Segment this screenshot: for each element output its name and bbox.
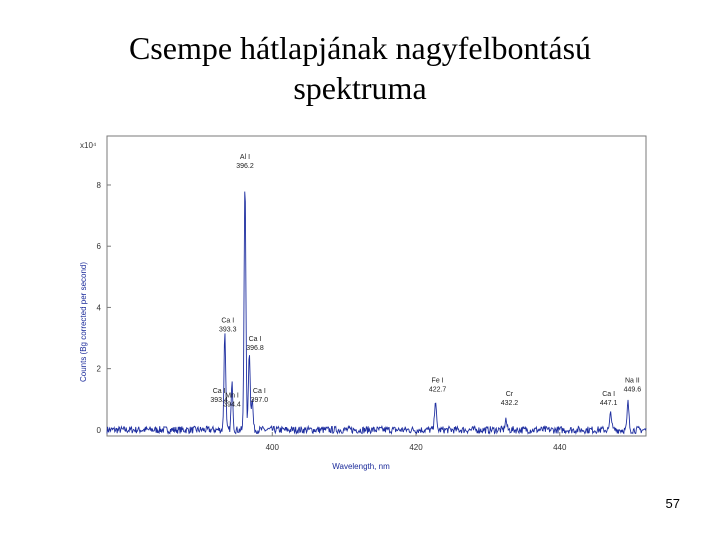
peak-wavelength-label: 396.8: [246, 345, 264, 352]
peak-element-label: Ca I: [221, 318, 234, 325]
peak-element-label: Ca I: [213, 388, 226, 395]
y-tick-label: 0: [97, 426, 102, 435]
peak-wavelength-label: 396.2: [236, 163, 254, 170]
page-number: 57: [665, 496, 680, 511]
y-tick-label: 4: [97, 303, 102, 312]
spectrum-chart: x10⁴ Counts (Bg corrected per second) Wa…: [76, 132, 656, 477]
axis-ticks: 0 2 4 6 8 400 420 440: [97, 181, 567, 452]
peak-wavelength-label: 422.7: [429, 386, 447, 393]
peak-wavelength-label: 447.1: [600, 400, 618, 407]
x-tick-label: 440: [553, 443, 567, 452]
peak-element-label: Cr: [506, 391, 514, 398]
x-tick-label: 400: [266, 443, 280, 452]
slide-title-line-1: Csempe hátlapjának nagyfelbontású: [128, 30, 592, 66]
y-axis-label: Counts (Bg corrected per second): [79, 262, 88, 382]
x-tick-label: 420: [409, 443, 423, 452]
peak-element-label: Ca I: [253, 388, 266, 395]
chart-frame: [106, 135, 647, 437]
y-multiplier-label: x10⁴: [80, 141, 97, 150]
peak-element-label: Fe I: [432, 377, 444, 384]
peak-wavelength-label: 393.4: [210, 397, 228, 404]
peak-wavelength-label: 397.0: [251, 397, 269, 404]
peak-wavelength-label: 449.6: [624, 386, 642, 393]
peak-annotations: Al I 396.2 Ca I 393.3 Ca I 396.8 Ca I 393.4Mn I…: [210, 154, 641, 409]
peak-element-label: Ca I: [602, 391, 615, 398]
peak-element-label: Mn I: [225, 393, 239, 400]
slide-title-line-2: spektruma: [293, 70, 427, 106]
y-tick-label: 6: [97, 242, 102, 251]
peak-element-label: Ca I: [249, 336, 262, 343]
y-tick-label: 2: [97, 365, 102, 374]
peak-element-label: Na II: [625, 377, 640, 384]
peak-wavelength-label: 432.2: [501, 400, 519, 407]
slide-title: Csempe hátlapjának nagyfelbontású spektr…: [60, 28, 660, 108]
spectrum-chart-svg: x10⁴ Counts (Bg corrected per second) Wa…: [79, 135, 647, 471]
spectrum-line: [106, 191, 647, 435]
peak-wavelength-label: 393.3: [219, 327, 237, 334]
x-axis-label: Wavelength, nm: [332, 462, 390, 471]
peak-wavelength-label: 394.4: [223, 402, 241, 409]
y-tick-label: 8: [97, 181, 102, 190]
peak-element-label: Al I: [240, 154, 250, 161]
